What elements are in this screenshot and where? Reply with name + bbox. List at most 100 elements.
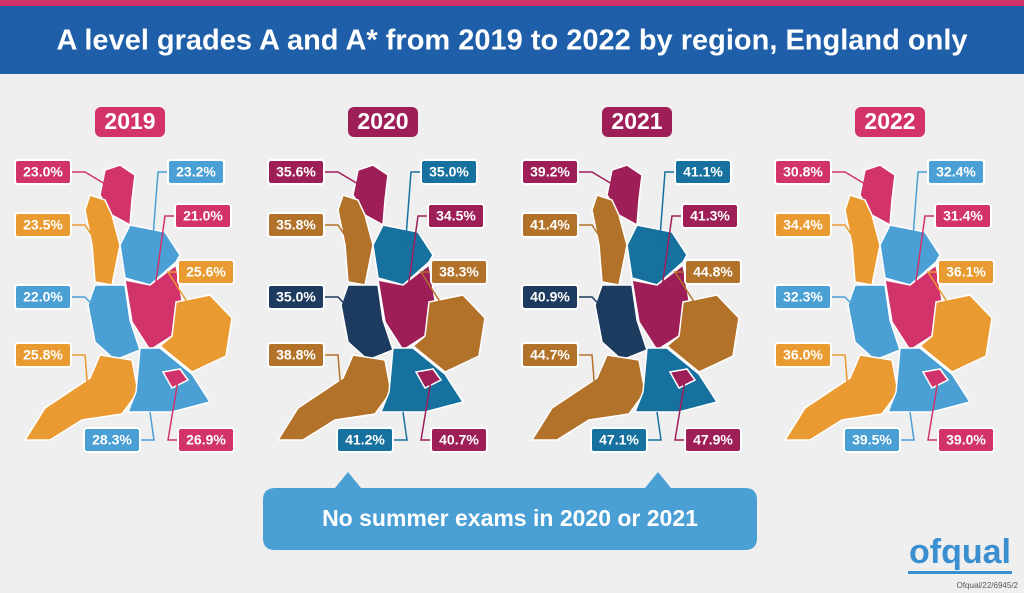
region — [372, 224, 434, 286]
year-badge — [348, 107, 418, 137]
region — [23, 354, 139, 441]
label-text: 25.8% — [23, 347, 63, 363]
leader-line — [151, 171, 168, 251]
label-box — [681, 203, 739, 229]
label-box — [774, 342, 832, 368]
leader-line — [393, 411, 408, 441]
label-box — [521, 212, 579, 238]
label-text: 40.9% — [530, 289, 570, 305]
leader-line — [658, 215, 682, 311]
region — [626, 224, 688, 286]
leader-line — [911, 215, 935, 311]
label-text: 34.4% — [783, 217, 823, 233]
leader-line — [900, 411, 915, 441]
region — [158, 294, 233, 373]
label-text: 35.0% — [276, 289, 316, 305]
leader-line — [324, 354, 342, 393]
leader-line — [673, 271, 713, 331]
logo-underline — [908, 571, 1012, 574]
label-box — [174, 203, 232, 229]
region-map: 2019 23.0% 23.5% 22.0% 25.8% 23.2% 21.0% 25.6% 2… — [14, 107, 235, 453]
leader-line — [167, 379, 179, 441]
leader-line — [404, 215, 428, 311]
label-text: 26.9% — [186, 432, 226, 448]
label-text: 41.2% — [345, 432, 385, 448]
leader-line — [647, 411, 662, 441]
leader-line — [927, 379, 939, 441]
leader-line — [578, 171, 623, 191]
label-box — [927, 159, 985, 185]
label-box — [430, 259, 488, 285]
leader-line — [831, 354, 849, 393]
region-map: 2021 39.2% 41.4% 40.9% 44.7% 41.1% 41.3% 44.8% 4… — [521, 107, 742, 453]
region — [530, 354, 646, 441]
leader-line — [324, 224, 349, 241]
leader-line — [71, 171, 116, 191]
label-box — [14, 212, 72, 238]
label-text: 23.2% — [176, 164, 216, 180]
label-text: 30.8% — [783, 164, 823, 180]
label-text: 39.5% — [852, 432, 892, 448]
label-box — [684, 259, 742, 285]
leader-line — [911, 171, 928, 251]
year-badge — [95, 107, 165, 137]
region — [119, 224, 181, 286]
label-text: 35.6% — [276, 164, 316, 180]
top-strip — [0, 0, 1024, 6]
label-text: 34.5% — [436, 208, 476, 224]
region — [665, 294, 740, 373]
label-box — [937, 259, 995, 285]
label-box — [177, 427, 235, 453]
leader-line — [140, 411, 155, 441]
label-text: 28.3% — [92, 432, 132, 448]
label-box — [937, 427, 995, 453]
leader-line — [404, 171, 421, 251]
leader-line — [831, 171, 876, 191]
label-box — [843, 427, 901, 453]
label-box — [674, 159, 732, 185]
region — [87, 284, 141, 361]
label-box — [167, 159, 225, 185]
label-text: 36.0% — [783, 347, 823, 363]
label-text: 47.1% — [599, 432, 639, 448]
label-text: 44.7% — [530, 347, 570, 363]
leader-line — [674, 379, 686, 441]
label-box — [14, 159, 72, 185]
leader-line — [578, 224, 603, 241]
label-text: 32.3% — [783, 289, 823, 305]
year-label: 2022 — [864, 108, 915, 134]
label-box — [336, 427, 394, 453]
region — [594, 284, 648, 361]
year-label: 2019 — [104, 108, 155, 134]
title: A level grades A and A* from 2019 to 202… — [56, 25, 967, 57]
region — [879, 224, 941, 286]
leader-line — [71, 224, 96, 241]
label-text: 36.1% — [946, 264, 986, 280]
maps: 2019 23.0% 23.5% 22.0% 25.8% 23.2% 21.0% 25.6% 2… — [14, 107, 995, 453]
label-box — [83, 427, 141, 453]
region — [276, 354, 392, 441]
reference: Ofqual/22/6945/2 — [957, 581, 1019, 590]
label-text: 41.1% — [683, 164, 723, 180]
label-text: 23.5% — [23, 217, 63, 233]
label-box — [267, 159, 325, 185]
region — [414, 368, 443, 389]
leader-line — [578, 296, 613, 319]
region-map: 2020 35.6% 35.8% 35.0% 38.8% 35.0% 34.5% 38.3% 4… — [267, 107, 488, 453]
header-bar — [0, 6, 1024, 74]
label-box — [521, 342, 579, 368]
region — [783, 354, 899, 441]
label-text: 47.9% — [693, 432, 733, 448]
region — [668, 368, 697, 389]
leader-line — [658, 171, 675, 251]
leader-line — [71, 296, 106, 319]
label-box — [430, 427, 488, 453]
region — [847, 284, 901, 361]
year-badge — [855, 107, 925, 137]
label-box — [590, 427, 648, 453]
logo: ofqual — [909, 533, 1011, 571]
leader-line — [324, 171, 369, 191]
label-box — [14, 342, 72, 368]
label-box — [14, 284, 72, 310]
